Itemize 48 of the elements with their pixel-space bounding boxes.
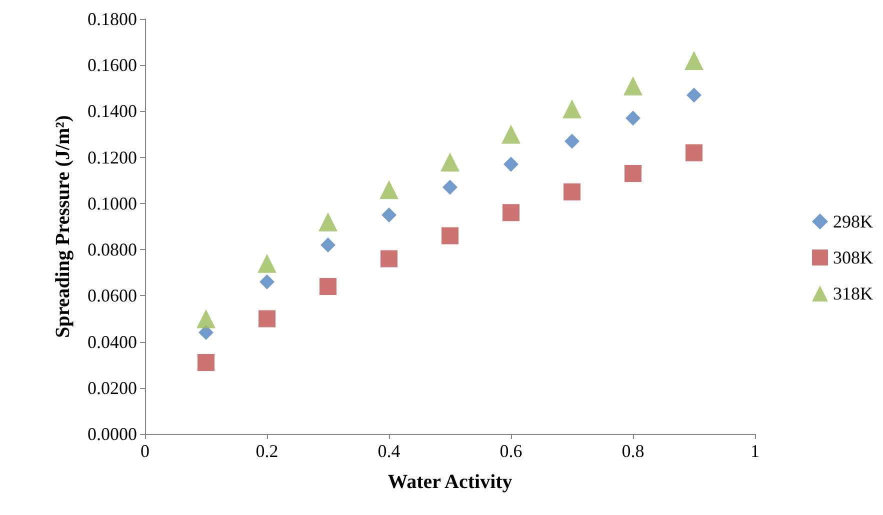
point: [380, 250, 398, 268]
point: [562, 99, 582, 118]
point: [564, 134, 580, 149]
point: [686, 144, 702, 162]
point: [502, 204, 520, 222]
point: [196, 309, 216, 328]
y-tick-label: 0.1200: [88, 147, 137, 168]
point: [624, 164, 642, 182]
y-tick-label: 0.1000: [88, 193, 137, 214]
y-tick-label: 0.0400: [88, 332, 137, 352]
point: [382, 207, 396, 222]
point: [320, 237, 336, 252]
point: [440, 152, 460, 172]
y-tick-label: 0.0000: [88, 424, 137, 444]
y-tick-label: 0.0600: [88, 286, 137, 306]
point: [320, 278, 336, 295]
point: [442, 180, 458, 195]
y-tick-label: 0.1400: [88, 101, 137, 122]
x-tick-label: 0.4: [378, 441, 400, 461]
y-axis-title: Spreading Pressure (J/m²): [52, 115, 74, 338]
x-tick-label: 0: [140, 441, 150, 461]
point: [380, 180, 398, 200]
point: [442, 227, 458, 244]
point: [626, 110, 640, 126]
point: [686, 88, 702, 103]
point: [564, 183, 580, 200]
x-tick-label: 1: [750, 441, 760, 461]
point: [504, 156, 518, 172]
y-tick-label: 0.0800: [88, 240, 137, 260]
x-tick-label: 0.6: [500, 441, 522, 461]
legend-label: 308K: [833, 248, 873, 268]
point: [198, 354, 214, 372]
point: [624, 76, 642, 96]
y-tick-label: 0.1800: [88, 9, 137, 29]
legend-label: 298K: [833, 212, 873, 232]
y-tick-label: 0.1600: [88, 55, 137, 76]
point: [684, 51, 704, 70]
point: [318, 212, 338, 232]
legend-label: 318K: [833, 284, 873, 304]
point: [260, 274, 274, 290]
x-axis-title: Water Activity: [388, 471, 512, 493]
point: [258, 254, 276, 273]
point: [258, 310, 276, 328]
y-tick-label: 0.0200: [88, 378, 137, 398]
x-tick-label: 0.2: [256, 441, 278, 461]
x-tick-label: 0.8: [622, 441, 644, 461]
point: [502, 124, 520, 144]
point: [198, 325, 214, 340]
